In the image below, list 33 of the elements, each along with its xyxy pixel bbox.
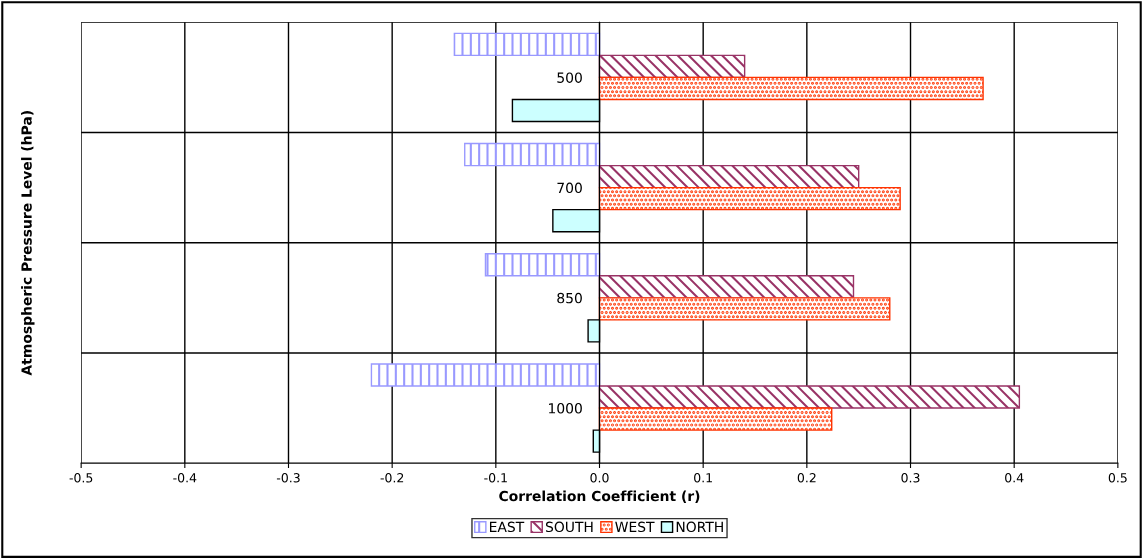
y-tick-label: 1000 bbox=[549, 403, 582, 414]
x-axis-title: Correlation Coefficient (r) bbox=[499, 490, 700, 503]
bar bbox=[598, 275, 855, 299]
y-tick-label: 500 bbox=[557, 72, 582, 83]
y-axis-title: Atmospheric Pressure Level (hPa) bbox=[21, 111, 35, 376]
x-tick-label: -0.2 bbox=[380, 473, 404, 483]
bar bbox=[598, 385, 1021, 409]
bar bbox=[598, 164, 860, 189]
x-tick-label: -0.3 bbox=[276, 473, 300, 483]
x-tick-label: -0.4 bbox=[173, 473, 197, 483]
bar bbox=[598, 297, 891, 321]
y-tick-label: 700 bbox=[557, 182, 582, 194]
legend-label: EAST bbox=[490, 521, 525, 533]
bar bbox=[370, 363, 601, 387]
bar bbox=[484, 253, 601, 277]
x-tick-label: -0.1 bbox=[484, 473, 507, 483]
x-tick-label: 0.2 bbox=[797, 473, 816, 483]
bar bbox=[598, 407, 833, 431]
legend-label: NORTH bbox=[676, 521, 723, 533]
bar bbox=[598, 76, 984, 101]
x-tick-label: 0.0 bbox=[590, 473, 609, 483]
bar bbox=[598, 186, 901, 211]
x-tick-label: 0.1 bbox=[694, 473, 712, 483]
x-tick-label: 0.4 bbox=[1005, 473, 1024, 483]
bar bbox=[453, 32, 601, 57]
legend-label: SOUTH bbox=[545, 521, 593, 533]
x-tick-label: -0.5 bbox=[69, 473, 93, 483]
y-tick-label: 850 bbox=[557, 292, 582, 304]
bar bbox=[464, 142, 601, 167]
x-tick-label: 0.3 bbox=[901, 473, 920, 483]
legend-label: WEST bbox=[615, 521, 655, 533]
x-tick-label: 0.5 bbox=[1108, 473, 1127, 483]
bar bbox=[598, 54, 746, 79]
